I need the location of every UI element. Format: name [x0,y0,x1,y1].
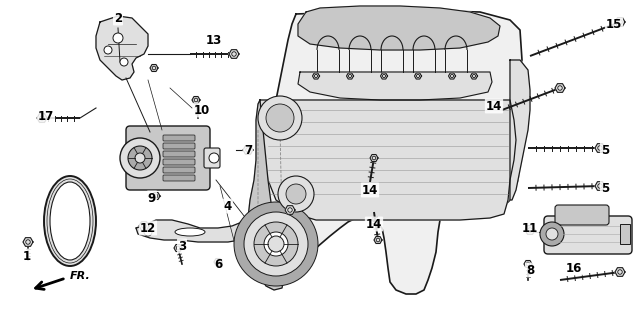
Circle shape [286,184,306,204]
Polygon shape [248,10,522,294]
Polygon shape [174,244,182,252]
Polygon shape [248,100,284,290]
Text: 13: 13 [206,34,222,47]
Polygon shape [136,220,248,242]
Ellipse shape [175,228,205,236]
Circle shape [128,146,152,170]
FancyBboxPatch shape [163,175,195,181]
Circle shape [104,46,112,54]
Text: 12: 12 [140,221,156,234]
Polygon shape [555,84,565,92]
Polygon shape [381,73,387,79]
Text: FR.: FR. [70,271,91,281]
Circle shape [120,138,160,178]
Polygon shape [312,73,319,79]
Polygon shape [37,114,47,122]
Bar [620,224,630,244]
Circle shape [258,96,302,140]
FancyBboxPatch shape [163,143,195,149]
Polygon shape [374,237,382,244]
Text: 4: 4 [224,199,232,212]
Circle shape [234,202,318,286]
Polygon shape [615,18,625,26]
Text: 2: 2 [114,12,122,25]
Text: 14: 14 [362,183,378,197]
Text: 16: 16 [566,262,582,275]
Polygon shape [298,72,492,100]
Polygon shape [595,144,605,152]
Polygon shape [524,261,532,267]
Ellipse shape [44,176,96,266]
Polygon shape [192,96,200,104]
Circle shape [266,104,294,132]
Polygon shape [346,73,353,79]
Circle shape [540,222,564,246]
Polygon shape [96,16,148,80]
Polygon shape [510,60,530,200]
Circle shape [209,153,219,163]
Circle shape [264,232,288,256]
Polygon shape [258,100,516,220]
Text: 11: 11 [522,221,538,234]
FancyBboxPatch shape [163,135,195,141]
FancyBboxPatch shape [204,148,220,168]
FancyBboxPatch shape [163,167,195,173]
Polygon shape [243,146,253,154]
Circle shape [120,58,128,66]
Ellipse shape [50,182,90,260]
Polygon shape [525,226,535,234]
FancyBboxPatch shape [555,205,609,225]
Polygon shape [152,193,160,199]
Polygon shape [615,268,625,276]
Circle shape [238,226,246,234]
Text: 5: 5 [601,182,609,194]
FancyBboxPatch shape [163,159,195,165]
Circle shape [254,222,298,266]
Text: 9: 9 [148,192,156,205]
Polygon shape [595,182,605,190]
Text: 14: 14 [366,217,382,230]
Polygon shape [298,6,500,50]
Text: 8: 8 [526,263,534,276]
Polygon shape [139,222,149,230]
Polygon shape [370,155,378,161]
Polygon shape [285,206,295,214]
Circle shape [144,228,152,236]
Polygon shape [214,258,222,266]
FancyBboxPatch shape [126,126,210,190]
Circle shape [113,33,123,43]
Text: 17: 17 [38,109,54,123]
Polygon shape [229,50,239,58]
Text: 6: 6 [214,258,222,271]
Circle shape [268,236,284,252]
Text: 15: 15 [606,17,622,30]
Polygon shape [150,65,158,72]
Circle shape [278,176,314,212]
Text: 5: 5 [601,143,609,156]
Text: 10: 10 [194,104,210,117]
Polygon shape [449,73,456,79]
Text: 7: 7 [244,143,252,156]
Circle shape [244,212,308,276]
Polygon shape [470,73,477,79]
FancyBboxPatch shape [163,151,195,157]
Text: 14: 14 [486,100,502,113]
Polygon shape [23,238,33,246]
Polygon shape [415,73,422,79]
Circle shape [135,153,145,163]
FancyBboxPatch shape [544,216,632,254]
Text: 1: 1 [23,249,31,262]
Text: 3: 3 [178,239,186,253]
Circle shape [546,228,558,240]
